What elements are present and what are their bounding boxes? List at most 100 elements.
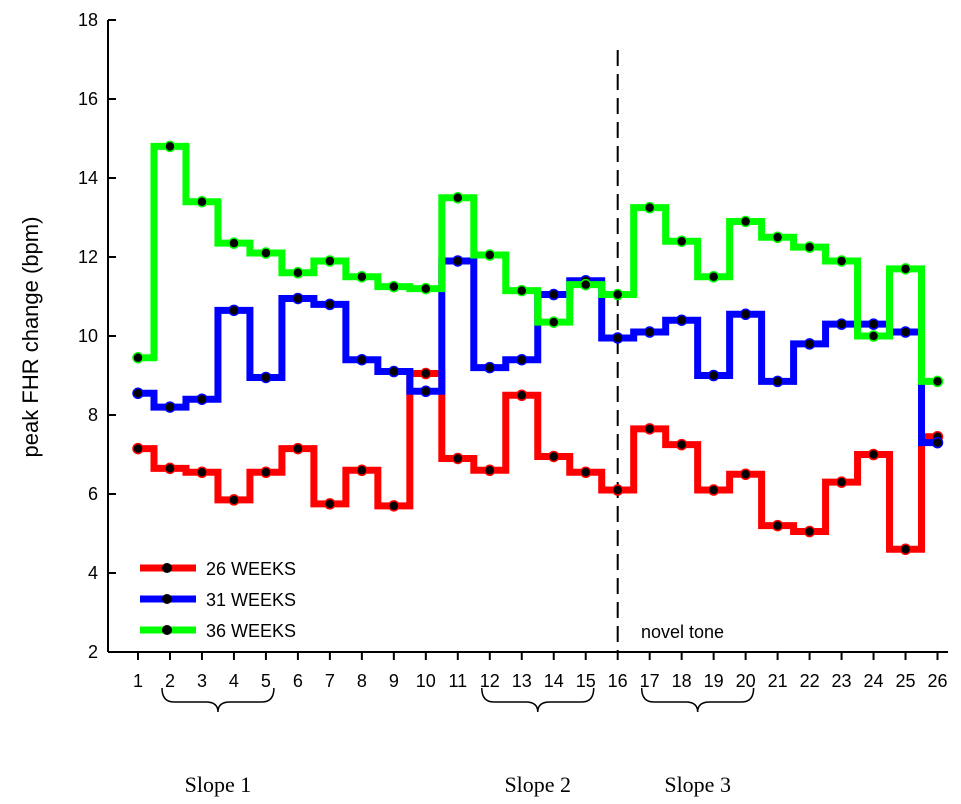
x-tick-label: 18 (672, 671, 692, 691)
data-point (292, 442, 304, 455)
x-tick-label: 25 (896, 671, 916, 691)
data-point (164, 140, 176, 153)
data-point (324, 498, 336, 510)
x-tick-label: 9 (389, 671, 399, 691)
legend-entry: 26 WEEKS (140, 559, 296, 579)
data-point (260, 371, 272, 384)
data-point (228, 494, 240, 506)
x-tick-label: 1 (133, 671, 143, 691)
data-point (228, 304, 240, 317)
x-tick-label: 4 (229, 671, 239, 691)
data-point (356, 271, 368, 283)
x-tick-label: 11 (448, 671, 467, 691)
x-tick-label: 19 (704, 671, 724, 691)
y-tick-label: 8 (88, 405, 98, 425)
data-point (611, 484, 624, 496)
x-tick-label: 10 (416, 671, 436, 691)
data-point (452, 255, 464, 267)
series-layer (132, 140, 944, 556)
bracket-shape (640, 687, 755, 713)
data-point (867, 330, 880, 342)
x-tick-label: 8 (357, 671, 367, 691)
data-point (484, 464, 496, 477)
data-point (835, 255, 848, 267)
legend-entry: 36 WEEKS (140, 621, 296, 641)
data-point (771, 231, 784, 243)
data-point (835, 318, 848, 330)
y-axis-label: peak FHR change (bpm) (18, 217, 43, 458)
slope-brackets: Slope 1 Slope 2 Slope 3 (161, 687, 755, 797)
data-point (899, 543, 912, 556)
data-point (292, 292, 304, 305)
data-point (803, 338, 816, 350)
data-point (228, 237, 240, 249)
slope-bracket: Slope 3 (640, 687, 755, 797)
data-point (899, 263, 912, 275)
x-tick-label: 20 (736, 671, 756, 691)
data-point (675, 438, 688, 451)
data-point (707, 271, 720, 283)
legend-marker (162, 594, 172, 604)
data-point (931, 375, 944, 388)
y-tick-label: 18 (78, 10, 98, 30)
slope-label: Slope 2 (504, 772, 571, 797)
legend-entry: 31 WEEKS (140, 590, 296, 610)
bracket-shape (481, 687, 595, 713)
data-point (388, 280, 400, 293)
x-tick-label: 23 (832, 671, 852, 691)
novel-tone-label: novel tone (641, 622, 724, 642)
data-point (388, 500, 400, 512)
data-point (388, 365, 400, 378)
data-point (420, 282, 432, 295)
data-point (867, 448, 880, 461)
data-point (803, 241, 816, 253)
legend-marker (162, 625, 172, 635)
x-tick-label: 17 (640, 671, 660, 691)
x-tick-label: 26 (927, 671, 947, 691)
data-point (132, 351, 144, 364)
x-tick-label: 24 (864, 671, 884, 691)
slope-label: Slope 1 (185, 772, 252, 797)
data-point (707, 484, 720, 496)
data-point (324, 298, 336, 311)
data-point (356, 353, 368, 366)
y-tick-label: 6 (88, 484, 98, 504)
data-point (707, 369, 720, 382)
x-tick-label: 7 (325, 671, 335, 691)
data-point (196, 466, 208, 479)
data-point (164, 462, 176, 475)
y-tick-label: 2 (88, 642, 98, 662)
data-point (835, 476, 848, 488)
data-point (260, 466, 272, 479)
data-point (516, 284, 528, 297)
x-tick-label: 15 (576, 671, 596, 691)
data-point (803, 525, 816, 538)
data-point (132, 387, 144, 400)
data-point (356, 464, 368, 477)
y-tick-label: 12 (78, 247, 98, 267)
y-axis-ticks: 2 4 6 8 10 12 14 16 18 (78, 10, 116, 662)
data-point (739, 215, 752, 228)
data-point (292, 267, 304, 279)
x-tick-label: 21 (768, 671, 788, 691)
x-tick-label: 3 (197, 671, 207, 691)
legend-label: 36 WEEKS (206, 621, 296, 641)
data-point (260, 247, 272, 259)
data-point (420, 385, 432, 398)
slope-bracket: Slope 2 (481, 687, 595, 797)
x-tick-label: 6 (293, 671, 303, 691)
legend: 26 WEEKS 31 WEEKS 36 WEEKS (140, 559, 296, 641)
data-point (164, 401, 176, 413)
x-tick-label: 16 (608, 671, 628, 691)
x-axis-ticks: 1 2 3 4 5 6 7 8 9 10 11 12 13 14 15 16 17 18 19 20 21 22 23 24 2… (133, 652, 948, 691)
data-point (196, 393, 208, 405)
data-point (579, 278, 592, 291)
data-point (452, 452, 464, 465)
data-point (771, 519, 784, 532)
series-26-weeks (132, 367, 944, 556)
data-point (420, 367, 432, 380)
data-point (643, 201, 656, 214)
data-point (547, 288, 560, 301)
